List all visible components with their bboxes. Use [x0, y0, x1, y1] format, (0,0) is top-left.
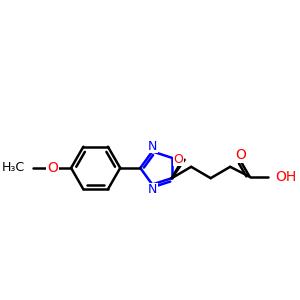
- Text: O: O: [173, 153, 183, 166]
- Text: H₃C: H₃C: [2, 161, 25, 175]
- Text: O: O: [235, 148, 246, 162]
- Text: OH: OH: [275, 170, 296, 184]
- Text: N: N: [148, 183, 157, 196]
- Text: O: O: [47, 161, 58, 175]
- Text: N: N: [148, 140, 157, 153]
